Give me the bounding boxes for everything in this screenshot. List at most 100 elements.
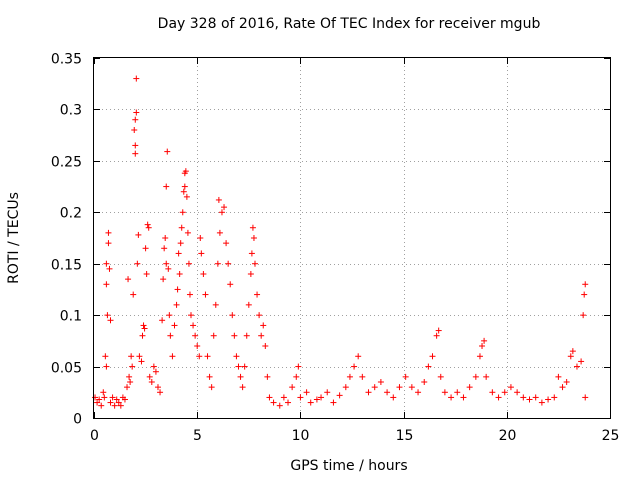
data-point <box>175 250 182 257</box>
data-point <box>245 301 252 308</box>
data-point <box>435 327 442 334</box>
data-point <box>139 332 146 339</box>
data-point <box>285 399 292 406</box>
y-tick-label: 0.3 <box>60 103 82 119</box>
data-point <box>262 343 269 349</box>
data-point <box>132 150 139 157</box>
data-point <box>260 322 267 329</box>
data-point <box>297 394 304 401</box>
data-point <box>157 389 164 396</box>
data-point <box>507 384 514 391</box>
data-point <box>526 396 533 403</box>
data-point <box>441 389 448 396</box>
data-point <box>355 353 362 360</box>
data-point <box>237 373 244 380</box>
data-point <box>266 394 273 401</box>
y-tick-label: 0.2 <box>60 206 82 222</box>
data-point <box>214 260 221 267</box>
data-point <box>258 332 265 339</box>
data-point <box>190 322 197 329</box>
data-point <box>133 109 140 116</box>
data-point <box>569 348 576 355</box>
data-point <box>229 312 236 319</box>
data-point <box>178 224 185 231</box>
grid-layer <box>94 58 610 418</box>
y-tick-label: 0.35 <box>51 52 82 68</box>
data-point <box>177 240 184 247</box>
data-point <box>101 394 108 401</box>
data-point <box>103 363 110 370</box>
data-point <box>161 245 168 252</box>
data-point <box>264 373 271 380</box>
data-point <box>295 363 302 370</box>
data-point <box>235 363 242 370</box>
x-axis-title: GPS time / hours <box>290 458 407 474</box>
data-point <box>198 250 205 257</box>
data-point <box>102 353 109 360</box>
x-tick-label: 15 <box>396 428 414 444</box>
data-point <box>140 322 147 329</box>
y-tick-label: 0.15 <box>51 258 82 274</box>
data-point <box>346 373 353 380</box>
data-point <box>448 394 455 401</box>
data-point <box>111 402 118 409</box>
data-point <box>212 301 219 308</box>
data-point <box>231 332 238 339</box>
points-layer <box>92 75 589 409</box>
data-point <box>567 353 574 360</box>
data-point <box>551 394 558 401</box>
data-point <box>146 373 153 380</box>
data-point <box>163 260 170 267</box>
data-point <box>243 332 250 339</box>
data-point <box>501 389 508 396</box>
data-point <box>318 394 325 401</box>
data-point <box>103 281 110 288</box>
data-point <box>247 271 254 277</box>
data-point <box>250 235 257 241</box>
data-point <box>559 384 566 391</box>
y-tick-label: 0.05 <box>51 361 82 377</box>
data-point <box>425 363 432 370</box>
data-point <box>223 240 230 247</box>
data-point <box>167 332 174 339</box>
data-point <box>200 271 207 277</box>
data-point <box>183 193 190 200</box>
data-point <box>109 394 116 401</box>
data-point <box>377 379 384 385</box>
data-point <box>162 235 169 241</box>
data-point <box>94 399 101 406</box>
data-point <box>145 224 152 231</box>
data-point <box>132 142 139 149</box>
data-point <box>415 389 422 396</box>
data-point <box>173 301 180 308</box>
plot-frame <box>93 57 611 419</box>
data-point <box>143 271 150 277</box>
data-point <box>96 396 103 403</box>
data-point <box>204 353 211 360</box>
data-point <box>256 312 263 319</box>
data-point <box>194 343 201 349</box>
data-point <box>351 363 358 370</box>
data-point <box>545 396 552 403</box>
data-point <box>293 373 300 380</box>
data-point <box>384 389 391 396</box>
data-point <box>134 260 141 267</box>
data-point <box>280 394 287 401</box>
data-point <box>105 240 112 247</box>
data-point <box>233 353 240 360</box>
data-point <box>126 373 133 380</box>
x-tick-label: 5 <box>193 428 202 444</box>
data-point <box>103 260 110 267</box>
data-point <box>124 384 131 391</box>
data-point <box>227 281 234 288</box>
data-point <box>100 389 107 396</box>
data-point <box>138 358 145 365</box>
data-point <box>225 260 232 267</box>
data-point <box>303 389 310 396</box>
data-point <box>532 394 539 401</box>
data-point <box>342 384 349 391</box>
data-point <box>115 399 122 406</box>
data-point <box>538 399 545 406</box>
data-point <box>270 399 277 406</box>
data-point <box>581 291 588 298</box>
